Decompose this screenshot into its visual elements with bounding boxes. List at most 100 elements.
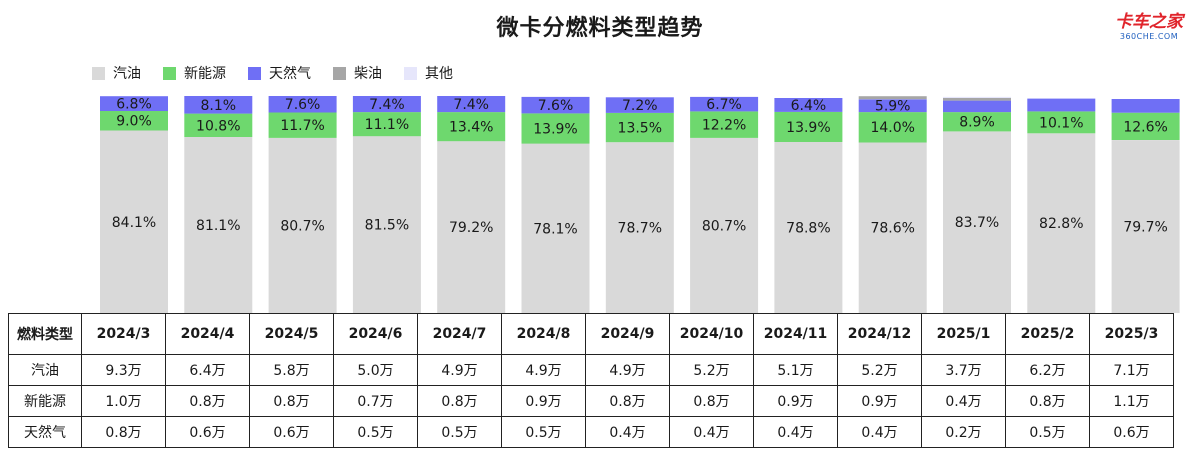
data-label: 78.6% [870, 221, 914, 237]
table-cell: 0.8万 [417, 385, 502, 417]
brand-logo-url: 360CHE.COM [1119, 32, 1179, 41]
data-label: 80.7% [702, 218, 746, 234]
data-label: 83.7% [955, 215, 999, 231]
table-column-header: 2024/3 [81, 313, 166, 355]
bar-segment [1027, 133, 1096, 313]
table-column-header: 2024/9 [585, 313, 670, 355]
data-label: 7.6% [538, 98, 574, 114]
bar-segment [184, 137, 253, 313]
data-label: 13.5% [618, 121, 662, 137]
table-cell: 1.1万 [1089, 385, 1174, 417]
table-row: 新能源 1.0万 0.8万 0.8万 0.7万 0.8万 0.9万 0.8万 0.8万 0.9万 0… [8, 385, 1174, 417]
table-row-label: 汽油 [8, 354, 82, 386]
data-label: 78.7% [618, 221, 662, 237]
data-label: 78.1% [533, 221, 577, 237]
bar-segment [1111, 112, 1180, 140]
table-cell: 0.6万 [165, 416, 250, 448]
legend-swatch [404, 66, 417, 80]
table-cell: 1.0万 [81, 385, 166, 417]
legend-label: 新能源 [184, 66, 226, 82]
table-cell: 4.9万 [501, 354, 586, 386]
legend-swatch [163, 66, 176, 80]
legend-label: 柴油 [354, 66, 382, 82]
data-label: 8.1% [201, 98, 237, 114]
bar-segment [1111, 140, 1180, 313]
bar-segment [1111, 99, 1180, 113]
data-label: 82.8% [1039, 216, 1083, 232]
bar-segment [100, 111, 168, 131]
table-cell: 0.5万 [501, 416, 586, 448]
data-label: 13.9% [786, 120, 830, 136]
data-table: 燃料类型 2024/3 2024/4 2024/5 2024/6 2024/7 2024/8… [8, 313, 1174, 448]
table-cell: 5.2万 [669, 354, 754, 386]
legend-swatch [92, 66, 105, 80]
legend-item: 汽油 [92, 63, 141, 83]
table-cell: 0.9万 [837, 385, 922, 417]
bar-segment [268, 112, 337, 138]
bar-segment [268, 96, 337, 113]
bar-segment [352, 112, 421, 137]
bar-segment [352, 96, 421, 113]
data-label: 13.4% [449, 120, 493, 136]
table-column-header: 2024/10 [669, 313, 754, 355]
legend-label: 其他 [425, 66, 453, 82]
legend-item: 其他 [404, 63, 453, 83]
table-corner-header: 燃料类型 [8, 313, 82, 355]
bar-segment [858, 112, 927, 143]
table-cell: 4.9万 [585, 354, 670, 386]
data-label: 6.4% [791, 98, 827, 114]
data-label: 5.9% [875, 99, 911, 115]
bar-segment [437, 112, 506, 142]
table-column-header: 2024/7 [417, 313, 502, 355]
table-cell: 0.8万 [585, 385, 670, 417]
table-cell: 9.3万 [81, 354, 166, 386]
legend-swatch [333, 66, 346, 80]
table-cell: 0.4万 [669, 416, 754, 448]
table-cell: 0.9万 [753, 385, 838, 417]
bar-segment [943, 131, 1011, 313]
legend-label: 汽油 [113, 66, 141, 82]
bar-segment [690, 96, 759, 112]
bar-segment [521, 96, 590, 114]
table-cell: 5.8万 [249, 354, 334, 386]
data-label: 11.1% [365, 117, 409, 133]
data-label: 78.8% [786, 221, 830, 237]
data-label: 9.0% [116, 114, 152, 130]
chart-legend: 汽油 新能源 天然气 柴油 其他 [92, 64, 475, 82]
data-label: 6.7% [706, 97, 742, 113]
data-label: 84.1% [112, 215, 156, 231]
data-label: 10.8% [196, 118, 240, 134]
table-cell: 0.8万 [165, 385, 250, 417]
bar-segment [774, 111, 843, 142]
data-label: 11.7% [280, 118, 324, 134]
data-label: 12.6% [1123, 119, 1167, 135]
bar-segment [521, 143, 590, 313]
table-column-header: 2024/12 [837, 313, 922, 355]
bar-segment [690, 111, 759, 138]
table-cell: 5.2万 [837, 354, 922, 386]
table-cell: 0.5万 [333, 416, 418, 448]
table-column-header: 2024/6 [333, 313, 418, 355]
bar-segment [774, 98, 843, 112]
table-cell: 7.1万 [1089, 354, 1174, 386]
data-label: 8.9% [959, 115, 995, 131]
table-column-header: 2025/3 [1089, 313, 1174, 355]
table-cell: 0.2万 [921, 416, 1006, 448]
table-cell: 0.5万 [417, 416, 502, 448]
bar-segment [943, 112, 1011, 132]
bar-segment [943, 98, 1011, 101]
table-cell: 6.4万 [165, 354, 250, 386]
bar-segment [1027, 111, 1096, 134]
table-cell: 0.9万 [501, 385, 586, 417]
data-label: 12.2% [702, 118, 746, 134]
bar-segment [352, 136, 421, 313]
table-cell: 5.0万 [333, 354, 418, 386]
table-cell: 0.4万 [753, 416, 838, 448]
brand-logo: 卡车之家 360CHE.COM [1112, 12, 1186, 42]
data-label: 7.2% [622, 98, 658, 114]
table-body: 汽油 9.3万 6.4万 5.8万 5.0万 4.9万 4.9万 4.9万 5.2万 5.1万 5.… [8, 354, 1174, 448]
table-cell: 0.6万 [249, 416, 334, 448]
table-row-label: 天然气 [8, 416, 82, 448]
table-row: 天然气 0.8万 0.6万 0.6万 0.5万 0.5万 0.5万 0.4万 0.4万 0.4万 0… [8, 416, 1174, 448]
table-cell: 5.1万 [753, 354, 838, 386]
